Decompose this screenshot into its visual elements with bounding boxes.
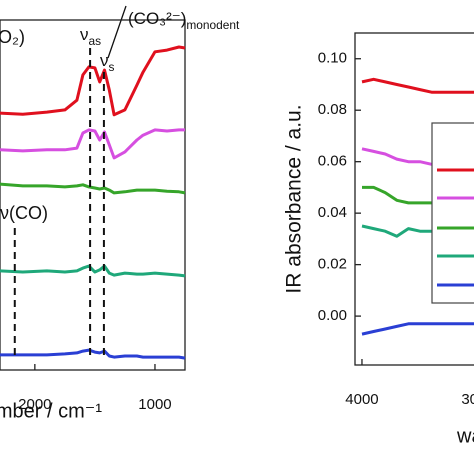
- spectrum-line: [0, 45, 186, 117]
- annotation-text: ν(CO): [0, 203, 48, 223]
- annotation-subscript: s: [109, 60, 115, 74]
- spectrum-line: [0, 264, 186, 278]
- annotation-subscript: monodent: [186, 18, 240, 32]
- spectrum-line: [361, 322, 474, 336]
- x-tick-label: 3000: [461, 391, 474, 408]
- y-tick-label: 0.06: [318, 153, 347, 170]
- annotation-text: ν: [80, 25, 89, 44]
- legend-box: [431, 122, 474, 304]
- x-axis-label: wavenumber / cm⁻¹: [456, 425, 474, 447]
- annotation-subscript: as: [89, 34, 102, 48]
- spectrum-line: [0, 128, 185, 160]
- y-tick-label: 0.04: [318, 204, 347, 221]
- y-axis-label: IR absorbance / a.u.: [283, 104, 306, 293]
- y-tick-label: 0.10: [318, 50, 347, 67]
- annotation-text: ν: [100, 51, 109, 70]
- x-tick-label: 1000: [138, 396, 171, 413]
- annotation: O₂): [0, 27, 25, 47]
- spectrum-line: [0, 182, 186, 195]
- y-tick-label: 0.02: [318, 256, 347, 273]
- y-tick-label: 0.00: [318, 307, 347, 324]
- x-axis-label: wavenumber / cm⁻¹: [0, 400, 102, 422]
- annotation: νs: [100, 51, 115, 74]
- spectrum-line: [361, 77, 474, 94]
- x-tick-label: 4000: [345, 391, 378, 408]
- x-tick-label: 2000: [18, 396, 51, 413]
- annotation-text: O₂): [0, 27, 25, 47]
- annotation-text: (CO₃²⁻): [128, 9, 186, 28]
- separator-slash: [107, 5, 127, 59]
- annotation: ν(CO): [0, 203, 48, 223]
- plot-frame: [0, 19, 186, 371]
- plot-frame: [354, 32, 474, 366]
- annotation: (CO₃²⁻)monodent: [128, 9, 240, 32]
- y-tick-label: 0.08: [318, 101, 347, 118]
- annotation: νas: [80, 25, 101, 48]
- spectrum-line: [0, 348, 186, 360]
